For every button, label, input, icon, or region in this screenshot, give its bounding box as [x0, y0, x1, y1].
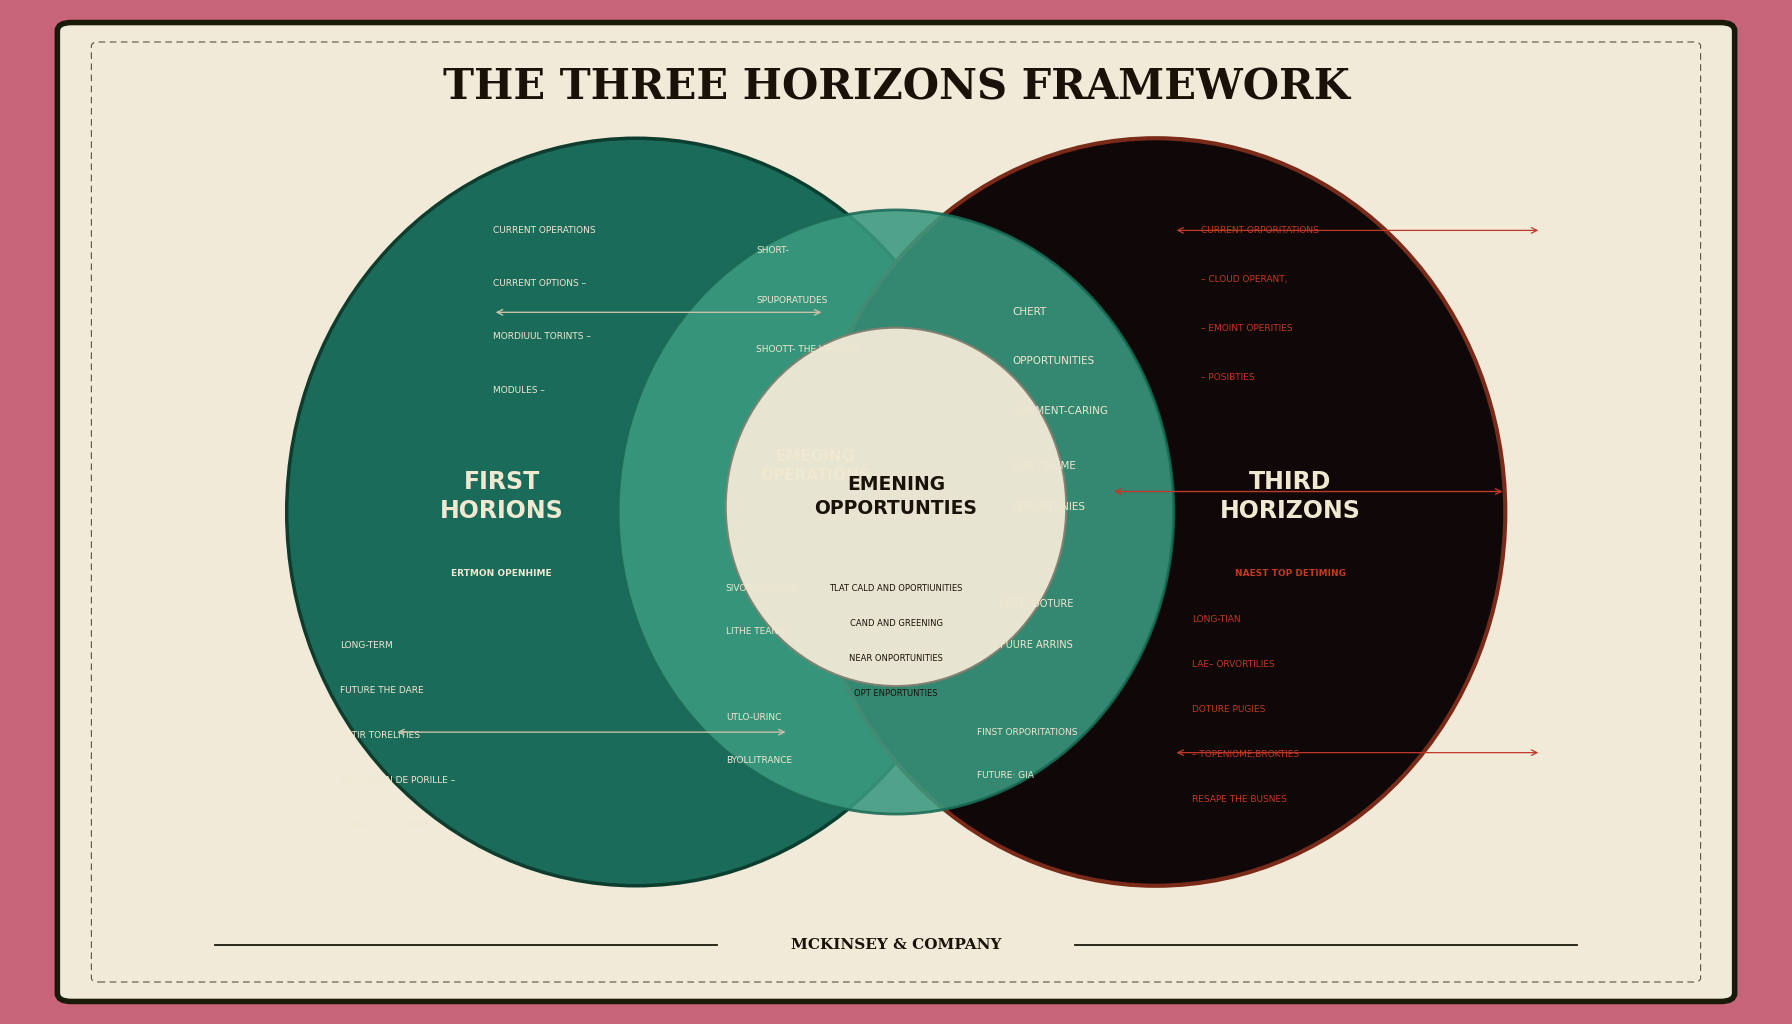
Text: EMENING
OPPORTUNTIES: EMENING OPPORTUNTIES — [815, 475, 977, 518]
Text: SUPIMENT-CARING: SUPIMENT-CARING — [1012, 406, 1109, 416]
Text: LAE– ORVORTILIES: LAE– ORVORTILIES — [1192, 660, 1274, 669]
Text: SHOOTT- THE VECYING: SHOOTT- THE VECYING — [756, 345, 858, 353]
Text: RESAPE THE BUSNES: RESAPE THE BUSNES — [1192, 796, 1287, 804]
Ellipse shape — [618, 210, 1174, 814]
Text: SIVORT-TORVIRE: SIVORT-TORVIRE — [726, 585, 799, 593]
Text: CURRENT OPERATIONS: CURRENT OPERATIONS — [493, 226, 595, 234]
Text: FUTURE THE DARE: FUTURE THE DARE — [340, 686, 425, 694]
FancyBboxPatch shape — [57, 23, 1735, 1001]
Text: FIRST
HORIONS: FIRST HORIONS — [439, 470, 564, 523]
Text: TLAT CALD AND OPORTIUNITIES: TLAT CALD AND OPORTIUNITIES — [830, 585, 962, 593]
Text: MORDIUUL TORINTS –: MORDIUUL TORINTS – — [493, 333, 591, 341]
Text: THE THREE HORIZONS FRAMEWORK: THE THREE HORIZONS FRAMEWORK — [443, 66, 1349, 109]
Text: FUTURE· GIA: FUTURE· GIA — [977, 771, 1034, 779]
Text: CHERT: CHERT — [1012, 307, 1047, 317]
Text: CAND AND GREENING: CAND AND GREENING — [849, 620, 943, 628]
Text: BYOLLITRANCE: BYOLLITRANCE — [726, 757, 792, 765]
Text: OPPORTUNIES: OPPORTUNIES — [1012, 502, 1086, 512]
Text: SHORT-: SHORT- — [756, 247, 788, 255]
Text: EMEGING
OPERATIONS: EMEGING OPERATIONS — [760, 450, 871, 482]
Text: LITHE TEANGS: LITHE TEANGS — [726, 628, 790, 636]
Text: ERTMON OPENHIME: ERTMON OPENHIME — [452, 569, 552, 578]
Text: NEAR ONPORTUNITIES: NEAR ONPORTUNITIES — [849, 654, 943, 663]
Text: DOTURE PUGIES: DOTURE PUGIES — [1192, 706, 1265, 714]
Text: LON TIRUME: LON TIRUME — [1012, 461, 1077, 471]
Text: FUURE ARRINS: FUURE ARRINS — [1000, 640, 1073, 650]
Text: FINST ORPORITATIONS: FINST ORPORITATIONS — [977, 728, 1077, 736]
Ellipse shape — [287, 138, 986, 886]
Text: NAEST TOP DETIMING: NAEST TOP DETIMING — [1235, 569, 1346, 578]
Text: THIRD
HORIZONS: THIRD HORIZONS — [1220, 470, 1360, 523]
Text: – POSIBTIES: – POSIBTIES — [1201, 374, 1254, 382]
Text: FUTIR TORELITIES: FUTIR TORELITIES — [340, 731, 421, 739]
Text: CURRENT ORPORITATIONS: CURRENT ORPORITATIONS — [1201, 226, 1319, 234]
Text: – EMOINT OPERITIES: – EMOINT OPERITIES — [1201, 325, 1292, 333]
Text: – CLOUD OPERANT,: – CLOUD OPERANT, — [1201, 275, 1287, 284]
Text: OPPORTUNITIES: OPPORTUNITIES — [1012, 356, 1095, 367]
Text: CURRENT OPTIONS –: CURRENT OPTIONS – — [493, 280, 586, 288]
Text: SPUPORATUDES: SPUPORATUDES — [756, 296, 828, 304]
Text: LONG-TIAN: LONG-TIAN — [1192, 615, 1240, 624]
Text: TURPE TO BUCTIMO: TURPE TO BUCTIMO — [340, 821, 430, 829]
Text: – TOPENIOME,BROKTIES: – TOPENIOME,BROKTIES — [1192, 751, 1299, 759]
Text: LONG-TERM: LONG-TERM — [340, 641, 392, 649]
Ellipse shape — [726, 328, 1066, 686]
Ellipse shape — [806, 138, 1505, 886]
Text: MCKINSEY & COMPANY: MCKINSEY & COMPANY — [790, 938, 1002, 952]
Text: OPT ENPORTUNTIES: OPT ENPORTUNTIES — [855, 689, 937, 697]
Text: FERTT-DOTURE: FERTT-DOTURE — [1000, 599, 1073, 609]
Text: UTLO-URINC: UTLO-URINC — [726, 714, 781, 722]
Text: MODULES –: MODULES – — [493, 386, 545, 394]
Text: THE TORNN DE PORILLE –: THE TORNN DE PORILLE – — [340, 776, 455, 784]
